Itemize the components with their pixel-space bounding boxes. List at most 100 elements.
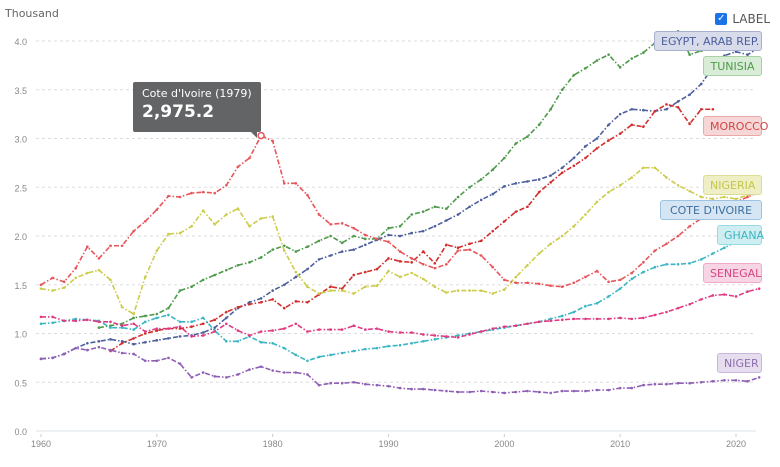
data-point: [74, 266, 78, 270]
data-point: [248, 156, 251, 160]
label-toggle[interactable]: ✓ LABEL: [715, 12, 770, 26]
data-point: [688, 381, 691, 385]
data-point: [317, 355, 321, 359]
data-point: [190, 285, 193, 289]
data-point: [190, 191, 193, 195]
data-point: [62, 352, 66, 356]
data-point: [178, 289, 182, 292]
data-point: [143, 359, 147, 363]
data-point: [364, 328, 367, 331]
data-point: [676, 262, 680, 266]
data-point: [271, 341, 274, 345]
data-point: [248, 301, 251, 304]
data-point: [711, 252, 715, 255]
data-point: [306, 285, 309, 289]
data-point: [259, 365, 263, 368]
data-point: [86, 271, 89, 275]
data-point: [468, 289, 471, 292]
data-point: [282, 327, 286, 330]
data-point: [537, 320, 541, 324]
series-label-niger: NIGER: [717, 353, 762, 373]
data-point: [213, 273, 217, 277]
data-point: [375, 237, 379, 241]
data-point: [456, 249, 460, 252]
data-point: [364, 347, 367, 351]
data-point: [456, 195, 460, 199]
data-point: [225, 322, 228, 326]
data-point: [410, 261, 413, 264]
data-point: [282, 346, 286, 350]
series-lines: [39, 29, 761, 395]
data-point: [248, 302, 251, 306]
data-point: [410, 213, 413, 216]
y-tick-label: 0.0: [14, 427, 27, 437]
data-point: [120, 324, 124, 328]
data-point: [746, 53, 749, 56]
data-point: [503, 325, 506, 328]
data-point: [560, 171, 564, 174]
data-point: [642, 316, 645, 320]
checkbox-checked-icon[interactable]: ✓: [715, 13, 728, 25]
data-point: [456, 336, 460, 339]
data-point: [97, 320, 101, 324]
data-point: [387, 330, 390, 333]
data-point: [236, 165, 240, 169]
data-point: [306, 267, 309, 271]
data-point: [688, 189, 691, 193]
data-point: [572, 317, 576, 321]
data-point: [618, 278, 622, 282]
data-point: [86, 318, 89, 322]
series-cote-d-ivoire: [39, 134, 761, 289]
data-point: [352, 234, 356, 238]
data-point: [503, 156, 506, 160]
data-point: [723, 379, 726, 382]
data-point: [584, 389, 587, 393]
data-point: [155, 208, 159, 211]
data-point: [132, 342, 135, 346]
data-point: [178, 335, 182, 338]
data-point: [74, 346, 78, 350]
y-tick-label: 2.0: [14, 232, 27, 242]
data-point: [364, 285, 367, 289]
data-point: [294, 250, 298, 253]
data-point: [468, 248, 471, 251]
series-line: [40, 166, 760, 316]
tooltip-marker: [257, 131, 265, 140]
data-point: [213, 326, 217, 329]
data-point: [456, 390, 460, 394]
data-point: [595, 200, 599, 204]
data-point: [630, 386, 634, 390]
data-point: [584, 156, 587, 160]
data-point: [479, 254, 483, 257]
data-point: [688, 302, 691, 306]
data-point: [143, 340, 147, 344]
data-point: [572, 164, 576, 168]
x-tick-label: 2020: [726, 439, 746, 449]
data-point: [167, 327, 170, 330]
data-point: [74, 276, 78, 280]
data-point: [445, 243, 448, 247]
data-point: [653, 313, 657, 317]
data-point: [503, 184, 506, 188]
data-point: [271, 139, 274, 143]
data-point: [248, 261, 251, 264]
data-point: [549, 284, 552, 288]
data-point: [468, 333, 471, 336]
data-point: [642, 270, 645, 274]
data-point: [676, 381, 680, 385]
data-point: [537, 123, 541, 127]
data-point: [375, 327, 379, 330]
data-point: [120, 244, 124, 248]
data-point: [560, 88, 564, 92]
data-point: [294, 353, 298, 357]
data-point: [387, 384, 390, 388]
data-point: [618, 66, 622, 69]
data-point: [676, 106, 680, 109]
data-point: [491, 390, 495, 394]
data-point: [178, 362, 182, 366]
data-point: [329, 353, 332, 357]
data-point: [329, 223, 332, 226]
data-point: [317, 292, 321, 295]
data-point: [526, 263, 529, 267]
data-point: [329, 254, 332, 257]
